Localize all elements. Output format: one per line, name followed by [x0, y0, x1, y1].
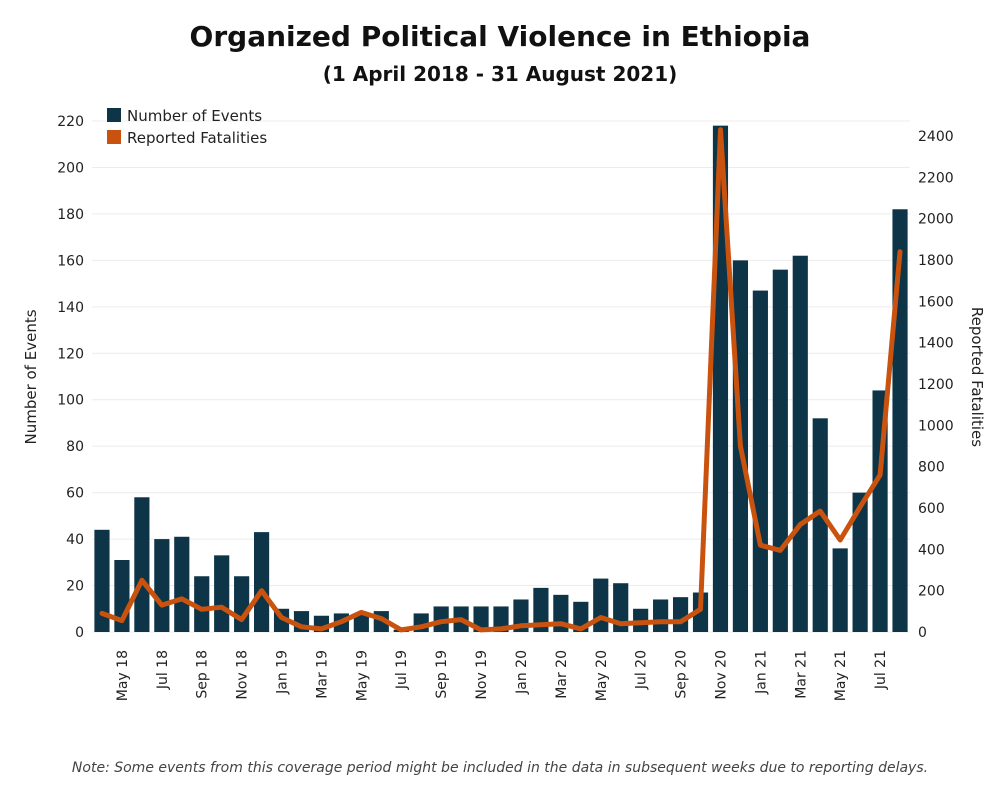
x-tick-label: May 20	[594, 650, 610, 701]
y-tick-label: 80	[66, 439, 84, 455]
bar	[752, 290, 768, 632]
chart-title: Organized Political Violence in Ethiopia	[189, 20, 811, 53]
y2-tick-label: 1200	[918, 377, 954, 393]
y2-tick-label: 600	[918, 501, 945, 517]
y2-tick-label: 400	[918, 542, 945, 558]
x-tick-label: Mar 20	[554, 650, 570, 699]
fatalities-line	[99, 127, 903, 633]
x-tick-label: May 21	[833, 650, 849, 701]
x-tick-label: Jul 21	[873, 650, 889, 690]
y-tick-label: 220	[57, 114, 84, 130]
y2-tick-label: 200	[918, 584, 945, 600]
bar	[613, 583, 629, 632]
x-axis-ticks: May 18 Jul 18 Sep 18 Nov 18 Jan 19 Mar 19 May …	[115, 650, 889, 701]
y2-tick-label: 1400	[918, 336, 954, 352]
x-tick-label: Jan 19	[275, 650, 291, 695]
legend-swatch-fatalities	[107, 130, 121, 144]
footnote: Note: Some events from this coverage per…	[71, 760, 929, 776]
bar	[94, 529, 110, 632]
y-tick-label: 60	[66, 486, 84, 502]
y-tick-label: 120	[57, 346, 84, 362]
bar	[533, 587, 549, 632]
y2-tick-label: 1000	[918, 418, 954, 434]
x-tick-label: Jul 19	[394, 650, 410, 690]
x-tick-label: Jul 20	[634, 650, 650, 690]
bar	[214, 555, 230, 632]
bar	[692, 592, 709, 632]
legend-label-fatalities: Reported Fatalities	[127, 129, 267, 147]
y-tick-label: 140	[57, 300, 84, 316]
y2-tick-label: 800	[918, 460, 945, 476]
x-tick-label: Nov 19	[474, 650, 490, 700]
bar	[234, 576, 250, 632]
x-tick-label: May 19	[354, 650, 370, 701]
legend-swatch-events	[107, 108, 121, 122]
y2-axis-title: Reported Fatalities	[968, 307, 986, 447]
x-tick-label: Nov 20	[713, 650, 729, 700]
x-tick-label: Jan 20	[514, 650, 530, 695]
right-axis-ticks: 0 200 400 600 800 1000 1200 1400 1600 1800 2000 220…	[918, 129, 954, 641]
bar	[772, 269, 788, 632]
y-tick-label: 20	[66, 579, 84, 595]
y-tick-label: 40	[66, 532, 84, 548]
y-tick-label: 0	[75, 625, 84, 641]
x-tick-label: Sep 20	[674, 650, 690, 699]
bar	[194, 576, 210, 632]
y2-tick-label: 1800	[918, 253, 954, 269]
legend: Number of Events Reported Fatalities	[107, 107, 267, 147]
y-tick-label: 160	[57, 253, 84, 269]
bar	[792, 255, 808, 632]
x-tick-label: Mar 19	[314, 650, 330, 699]
x-tick-label: Jul 18	[155, 650, 171, 690]
bar	[812, 418, 828, 632]
bar	[154, 539, 170, 632]
bar	[254, 532, 270, 632]
chart-subtitle: (1 April 2018 - 31 August 2021)	[322, 62, 678, 86]
x-tick-label: Sep 18	[195, 650, 211, 699]
bar	[852, 492, 868, 632]
y-axis-title: Number of Events	[22, 309, 40, 444]
y2-tick-label: 2200	[918, 170, 954, 186]
y2-tick-label: 2400	[918, 129, 954, 145]
bar	[174, 536, 190, 632]
bar	[672, 597, 689, 632]
bar	[593, 578, 609, 632]
y-tick-label: 200	[57, 160, 84, 176]
x-tick-label: May 18	[115, 650, 131, 701]
bar	[134, 497, 150, 632]
bar	[493, 606, 509, 632]
left-axis-ticks: 0 20 40 60 80 100 120 140 160 180 200 220	[57, 114, 84, 641]
line-series	[99, 127, 903, 633]
x-tick-label: Nov 18	[235, 650, 251, 700]
bar-series	[94, 125, 908, 633]
legend-label-events: Number of Events	[127, 107, 262, 125]
y2-tick-label: 2000	[918, 212, 954, 228]
bar	[832, 548, 848, 632]
y2-tick-label: 0	[918, 625, 927, 641]
y-tick-label: 180	[57, 207, 84, 223]
bar	[653, 599, 669, 632]
y-tick-label: 100	[57, 393, 84, 409]
y2-tick-label: 1600	[918, 294, 954, 310]
x-tick-label: Mar 21	[793, 650, 809, 699]
bar	[353, 613, 369, 632]
x-tick-label: Sep 19	[434, 650, 450, 699]
x-tick-label: Jan 21	[753, 650, 769, 695]
